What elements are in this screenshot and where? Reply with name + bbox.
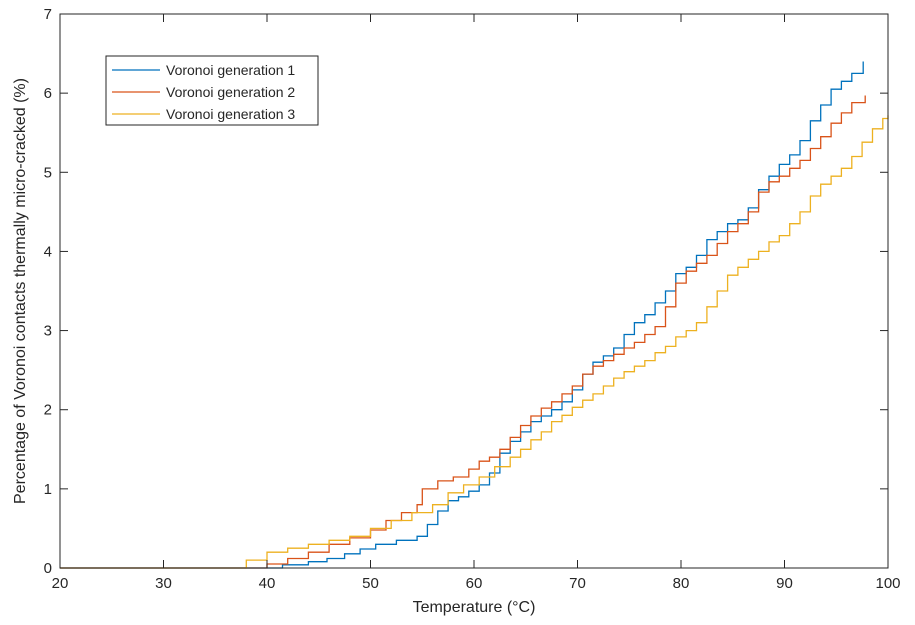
series-line-1 [60, 61, 864, 569]
x-tick-label: 90 [776, 575, 793, 592]
y-tick-label: 4 [44, 243, 52, 260]
legend-label-1: Voronoi generation 1 [166, 62, 295, 78]
series-line-2 [60, 95, 866, 569]
series-layer [60, 61, 889, 569]
x-tick-label: 80 [673, 575, 690, 592]
series-line-3 [60, 115, 889, 569]
y-tick-label: 0 [44, 560, 52, 577]
y-tick-label: 7 [44, 6, 52, 23]
legend-label-3: Voronoi generation 3 [166, 106, 295, 122]
x-tick-label: 60 [466, 575, 483, 592]
legend-label-2: Voronoi generation 2 [166, 84, 295, 100]
x-axis: 20 30 40 50 60 70 80 90 100 [52, 14, 901, 592]
x-tick-label: 100 [875, 575, 900, 592]
x-tick-label: 50 [362, 575, 379, 592]
y-axis: 0 1 2 3 4 5 6 7 [44, 6, 888, 577]
x-tick-label: 40 [259, 575, 276, 592]
y-tick-label: 5 [44, 164, 52, 181]
x-tick-label: 20 [52, 575, 69, 592]
x-tick-label: 70 [569, 575, 586, 592]
y-tick-label: 2 [44, 402, 52, 419]
x-axis-label: Temperature (°C) [413, 599, 536, 616]
legend: Voronoi generation 1 Voronoi generation … [105, 55, 319, 126]
y-axis-label: Percentage of Voronoi contacts thermally… [12, 78, 29, 504]
y-tick-label: 6 [44, 85, 52, 102]
x-tick-label: 30 [155, 575, 172, 592]
y-tick-label: 3 [44, 323, 52, 340]
y-tick-label: 1 [44, 481, 52, 498]
